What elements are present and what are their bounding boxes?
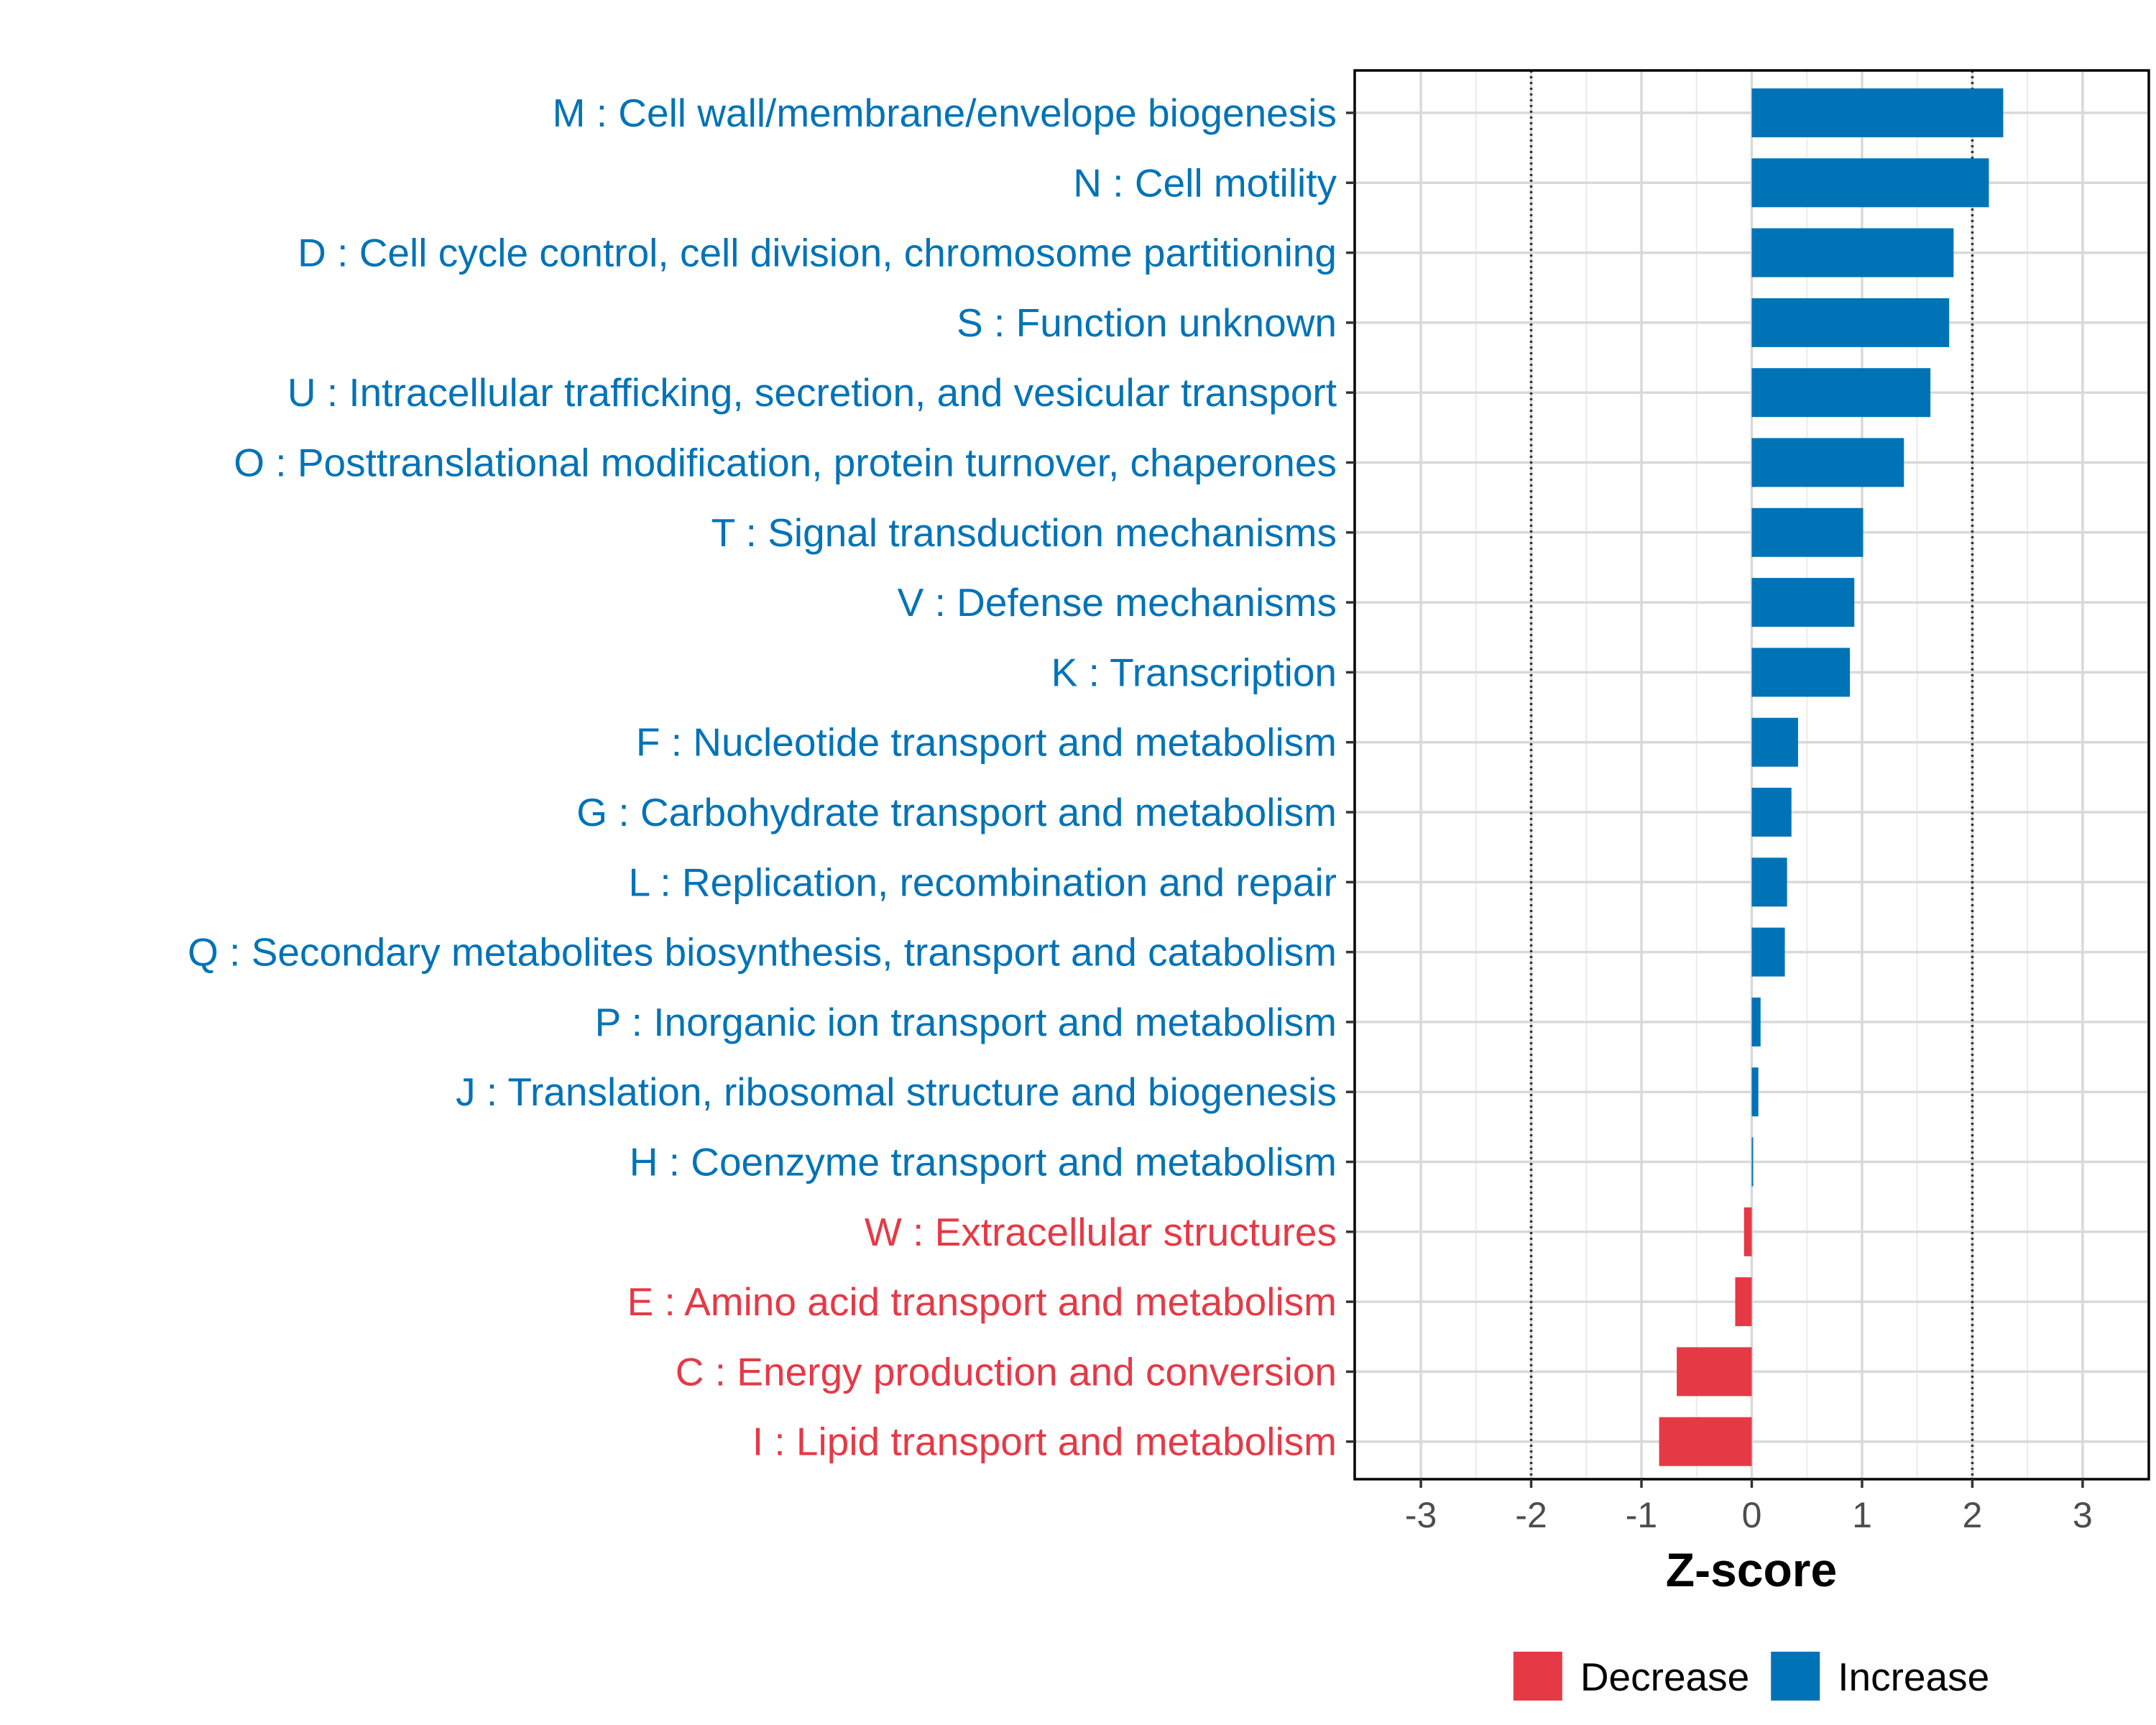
bar-17 — [1735, 1277, 1752, 1327]
category-label-11: L : Replication, recombination and repai… — [629, 860, 1337, 904]
category-label-3: S : Function unknown — [957, 300, 1337, 345]
bar-1 — [1751, 158, 1989, 208]
legend: Decrease Increase — [1513, 1652, 1989, 1701]
x-tick-label-3: 0 — [1742, 1495, 1762, 1535]
x-tick-label-2: -1 — [1626, 1495, 1657, 1535]
category-label-12: Q : Secondary metabolites biosynthesis, … — [188, 930, 1337, 975]
y-tick-layer: M : Cell wall/membrane/envelope biogenes… — [188, 91, 1355, 1464]
bar-layer — [1659, 88, 2004, 1466]
x-tick-label-4: 1 — [1852, 1495, 1872, 1535]
bar-0 — [1751, 88, 2004, 137]
bar-5 — [1751, 438, 1904, 487]
legend-key-decrease — [1513, 1652, 1562, 1701]
x-axis-title: Z-score — [1666, 1543, 1837, 1596]
bar-14 — [1751, 1067, 1759, 1117]
category-label-18: C : Energy production and conversion — [676, 1349, 1337, 1394]
bar-18 — [1677, 1347, 1752, 1397]
category-label-19: I : Lipid transport and metabolism — [752, 1420, 1337, 1464]
category-label-5: O : Posttranslational modification, prot… — [234, 441, 1337, 485]
legend-label-increase: Increase — [1838, 1655, 1989, 1699]
category-label-4: U : Intracellular trafficking, secretion… — [287, 370, 1337, 415]
bar-9 — [1751, 717, 1798, 767]
x-tick-layer: -3 -2 -1 0 1 2 3 — [1405, 1479, 2093, 1535]
bar-8 — [1751, 648, 1851, 697]
x-tick-label-1: -2 — [1515, 1495, 1547, 1535]
threshold-layer — [1529, 70, 1974, 1479]
category-label-0: M : Cell wall/membrane/envelope biogenes… — [553, 91, 1337, 135]
x-tick-label-5: 2 — [1963, 1495, 1983, 1535]
category-label-16: W : Extracellular structures — [865, 1210, 1337, 1254]
category-label-17: E : Amino acid transport and metabolism — [627, 1279, 1337, 1324]
category-label-15: H : Coenzyme transport and metabolism — [630, 1140, 1337, 1184]
category-label-2: D : Cell cycle control, cell division, c… — [298, 231, 1337, 275]
category-label-6: T : Signal transduction mechanisms — [711, 510, 1337, 555]
bar-16 — [1743, 1207, 1752, 1256]
legend-key-increase — [1771, 1652, 1820, 1701]
bar-7 — [1751, 578, 1855, 627]
x-tick-label-0: -3 — [1405, 1495, 1437, 1535]
bar-3 — [1751, 298, 1950, 347]
bar-10 — [1751, 788, 1792, 837]
category-label-7: V : Defense mechanisms — [898, 580, 1337, 625]
bar-2 — [1751, 228, 1954, 277]
bar-4 — [1751, 368, 1931, 418]
category-label-1: N : Cell motility — [1073, 160, 1337, 205]
legend-label-decrease: Decrease — [1580, 1655, 1749, 1699]
x-tick-label-6: 3 — [2073, 1495, 2093, 1535]
category-label-13: P : Inorganic ion transport and metaboli… — [595, 1000, 1337, 1044]
bar-11 — [1751, 857, 1787, 907]
category-label-9: F : Nucleotide transport and metabolism — [636, 720, 1337, 765]
category-label-8: K : Transcription — [1051, 650, 1337, 694]
bar-19 — [1659, 1417, 1752, 1466]
bar-15 — [1751, 1137, 1754, 1187]
bar-12 — [1751, 927, 1785, 977]
bar-6 — [1751, 507, 1864, 557]
category-label-10: G : Carbohydrate transport and metabolis… — [576, 790, 1337, 834]
category-label-14: J : Translation, ribosomal structure and… — [456, 1070, 1337, 1114]
bar-13 — [1751, 997, 1761, 1046]
